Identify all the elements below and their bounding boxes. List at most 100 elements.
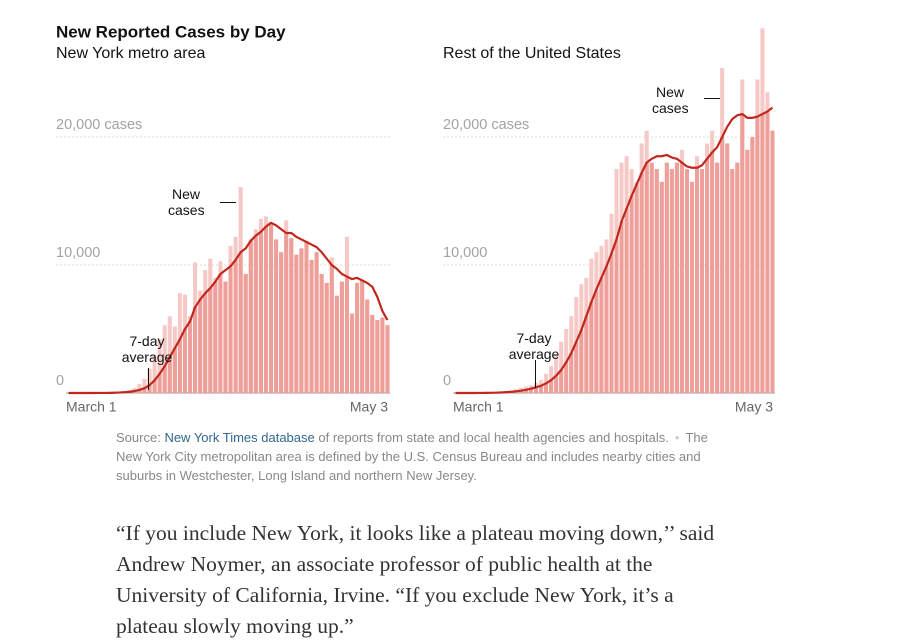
bar-below-average: [243, 273, 248, 393]
bar-annotation-line: [220, 202, 236, 203]
bar-below-average: [274, 239, 279, 393]
bar-below-average: [289, 238, 294, 393]
average-annotation-line: [535, 360, 536, 388]
bar-below-average: [304, 241, 309, 393]
bar: [142, 378, 147, 393]
bar-below-average: [385, 325, 390, 393]
bar-below-average: [740, 114, 745, 393]
bar-below-average: [269, 224, 274, 393]
bar-below-average: [569, 353, 574, 393]
y-tick-label: 20,000 cases: [443, 117, 529, 133]
chart-title: New Reported Cases by Day: [56, 22, 286, 41]
average-line: [68, 221, 389, 395]
bar-below-average: [720, 137, 725, 393]
bar-below-average: [380, 317, 385, 393]
quote-paragraph: “If you include New York, it looks like …: [116, 521, 715, 638]
bar-annotation: New cases: [652, 84, 689, 116]
bar-below-average: [624, 208, 629, 393]
bar-below-average: [770, 130, 775, 393]
bar-below-average: [309, 259, 314, 393]
bar-below-average: [294, 254, 299, 393]
average-annotation: 7-day average: [121, 333, 173, 365]
x-tick-label: May 3: [735, 399, 773, 415]
bar-below-average: [579, 330, 584, 393]
y-tick-label: 10,000: [443, 245, 487, 261]
bar-below-average: [319, 273, 324, 393]
x-tick-label: May 3: [350, 399, 388, 415]
bar-below-average: [674, 162, 679, 393]
bar-below-average: [182, 329, 187, 393]
bar-below-average: [147, 385, 152, 393]
bar-below-average: [213, 281, 218, 393]
bar-below-average: [730, 169, 735, 393]
bar-below-average: [679, 162, 684, 393]
bar-below-average: [198, 299, 203, 393]
bar-below-average: [370, 314, 375, 393]
bar-below-average: [523, 389, 528, 393]
bar-below-average: [350, 313, 355, 393]
bar-below-average: [223, 281, 228, 393]
y-tick-label: 0: [56, 373, 64, 389]
bar-below-average: [339, 281, 344, 393]
bar-annotation-line: [704, 98, 720, 99]
bar: [162, 325, 167, 393]
bar-below-average: [299, 248, 304, 393]
bar-below-average: [167, 357, 172, 393]
y-tick-label: 0: [443, 373, 451, 389]
bar-below-average: [644, 162, 649, 393]
bar-below-average: [534, 387, 539, 393]
bar: [152, 354, 157, 393]
bar-below-average: [760, 114, 765, 393]
average-line: [455, 106, 774, 395]
bar-below-average: [735, 162, 740, 393]
bar-below-average: [614, 239, 619, 393]
bar-below-average: [750, 137, 755, 393]
source-link[interactable]: New York Times database: [164, 430, 315, 445]
bar-below-average: [314, 252, 319, 393]
bar-below-average: [518, 390, 523, 393]
bar-below-average: [360, 280, 365, 393]
bar: [559, 341, 564, 393]
bar-below-average: [639, 172, 644, 393]
bar-below-average: [765, 111, 770, 393]
bar-below-average: [715, 162, 720, 393]
bar-below-average: [745, 149, 750, 393]
bar-below-average: [604, 266, 609, 393]
bar-below-average: [162, 366, 167, 393]
source-text: of reports from state and local health a…: [318, 430, 669, 445]
bar-below-average: [172, 348, 177, 393]
bar-below-average: [634, 184, 639, 393]
bar: [167, 316, 172, 393]
bar-below-average: [664, 162, 669, 393]
chart-subtitle: New York metro area: [56, 45, 206, 62]
x-tick-label: March 1: [66, 399, 117, 415]
bar-below-average: [574, 341, 579, 393]
bar-below-average: [253, 235, 258, 393]
bar-below-average: [549, 380, 554, 393]
x-tick-label: March 1: [453, 399, 504, 415]
bar: [157, 339, 162, 393]
bar-below-average: [689, 181, 694, 393]
bar-below-average: [700, 169, 705, 393]
bar-below-average: [365, 299, 370, 393]
bar-annotation: New cases: [168, 186, 205, 218]
bar-below-average: [152, 380, 157, 393]
source-note: Source: New York Times database of repor…: [116, 428, 726, 485]
bar-below-average: [142, 388, 147, 393]
bar-below-average: [564, 362, 569, 393]
bar-below-average: [589, 302, 594, 393]
bar-below-average: [203, 293, 208, 393]
bar-below-average: [334, 295, 339, 393]
bar-below-average: [188, 321, 193, 393]
bar-below-average: [659, 181, 664, 393]
bar-below-average: [619, 221, 624, 393]
bar-below-average: [228, 266, 233, 393]
bar-below-average: [584, 316, 589, 393]
bar-below-average: [157, 373, 162, 393]
chart-subtitle: Rest of the United States: [443, 45, 621, 62]
bar-below-average: [284, 233, 289, 393]
average-annotation-line: [148, 368, 149, 390]
bar-below-average: [539, 385, 544, 393]
bar-below-average: [554, 375, 559, 393]
